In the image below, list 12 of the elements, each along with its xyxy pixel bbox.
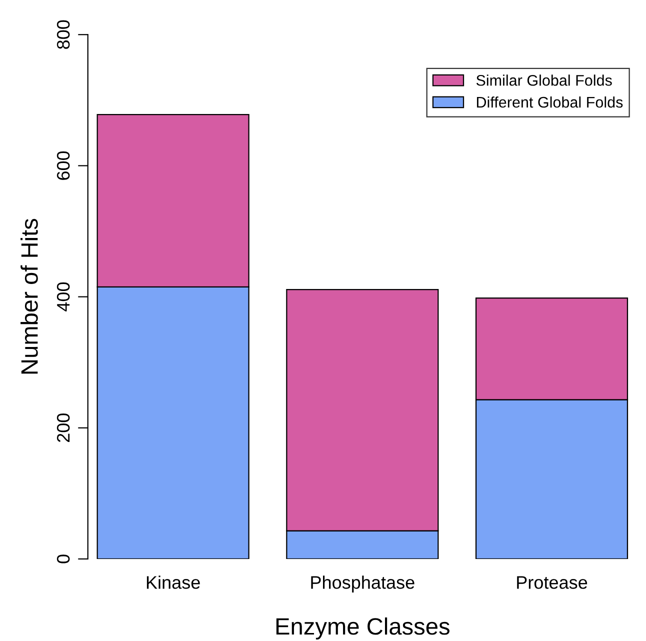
y-tick-label: 0 <box>56 554 70 564</box>
legend-label: Different Global Folds <box>476 96 623 108</box>
y-tick-label: 600 <box>56 151 70 180</box>
y-tick-label: 200 <box>56 414 70 442</box>
y-tick-label: 400 <box>56 282 70 312</box>
y-axis-title: Number of Hits <box>20 218 38 374</box>
x-axis-title: Enzyme Classes <box>276 617 450 640</box>
x-tick-label: Protease <box>517 576 588 589</box>
x-tick-label: Kinase <box>146 576 200 589</box>
legend-label: Similar Global Folds <box>476 74 612 86</box>
y-tick-label: 800 <box>56 20 70 49</box>
x-tick-label: Phosphatase <box>311 576 414 592</box>
